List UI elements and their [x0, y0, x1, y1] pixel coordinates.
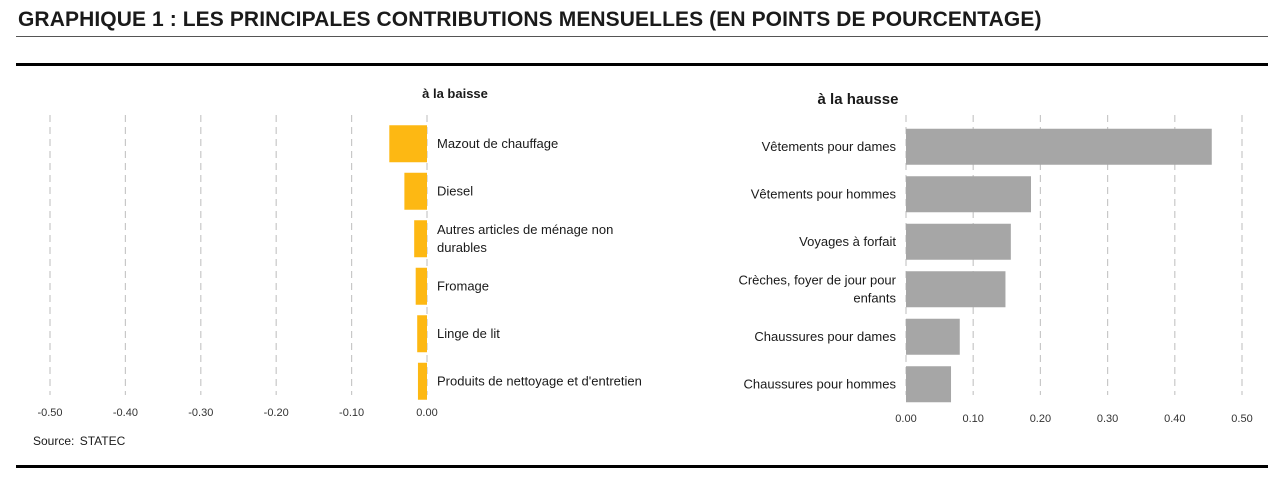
category-label-baisse: Autres articles de ménage non durables — [437, 222, 613, 255]
tick-label-hausse: 0.30 — [1097, 413, 1118, 425]
category-label-hausse: Chaussures pour dames — [754, 329, 896, 344]
bar-baisse — [415, 267, 427, 305]
category-label-baisse: Fromage — [437, 278, 489, 293]
tick-label-hausse: 0.40 — [1164, 413, 1185, 425]
category-label-hausse: Voyages à forfait — [799, 234, 896, 249]
tick-label-baisse: -0.20 — [264, 407, 289, 419]
bar-hausse — [906, 176, 1031, 213]
tick-label-baisse: -0.50 — [37, 407, 62, 419]
bar-baisse — [404, 172, 427, 210]
bar-baisse — [417, 315, 427, 353]
bar-hausse — [906, 271, 1006, 308]
title-divider — [16, 36, 1268, 37]
chart-title-hausse: à la hausse — [818, 91, 899, 108]
category-label-baisse: Linge de lit — [437, 326, 500, 341]
tick-label-baisse: 0.00 — [416, 407, 437, 419]
bar-hausse — [906, 223, 1011, 260]
source-note: Source: STATEC — [33, 434, 126, 448]
bar-baisse — [417, 362, 427, 400]
chart-bottom-rule — [16, 465, 1268, 468]
bar-baisse — [414, 220, 427, 258]
tick-label-hausse: 0.10 — [962, 413, 983, 425]
page-title: GRAPHIQUE 1 : LES PRINCIPALES CONTRIBUTI… — [18, 8, 1042, 31]
tick-label-baisse: -0.30 — [188, 407, 213, 419]
category-label-hausse: Vêtements pour dames — [762, 139, 897, 154]
category-label-baisse: Mazout de chauffage — [437, 136, 558, 151]
tick-label-baisse: -0.40 — [113, 407, 138, 419]
bar-hausse — [906, 366, 952, 403]
bar-hausse — [906, 128, 1212, 165]
category-label-baisse: Diesel — [437, 183, 473, 198]
bar-baisse — [389, 125, 427, 163]
category-label-hausse: Vêtements pour hommes — [751, 186, 897, 201]
category-label-hausse: Chaussures pour hommes — [744, 376, 897, 391]
tick-label-hausse: 0.20 — [1030, 413, 1051, 425]
category-label-hausse: Crèches, foyer de jour pour enfants — [738, 272, 896, 305]
chart-top-rule — [16, 63, 1268, 66]
chart-title-baisse: à la baisse — [422, 86, 488, 101]
bar-hausse — [906, 318, 960, 355]
tick-label-baisse: -0.10 — [339, 407, 364, 419]
tick-label-hausse: 0.00 — [895, 413, 916, 425]
category-label-baisse: Produits de nettoyage et d'entretien — [437, 373, 642, 388]
tick-label-hausse: 0.50 — [1231, 413, 1252, 425]
